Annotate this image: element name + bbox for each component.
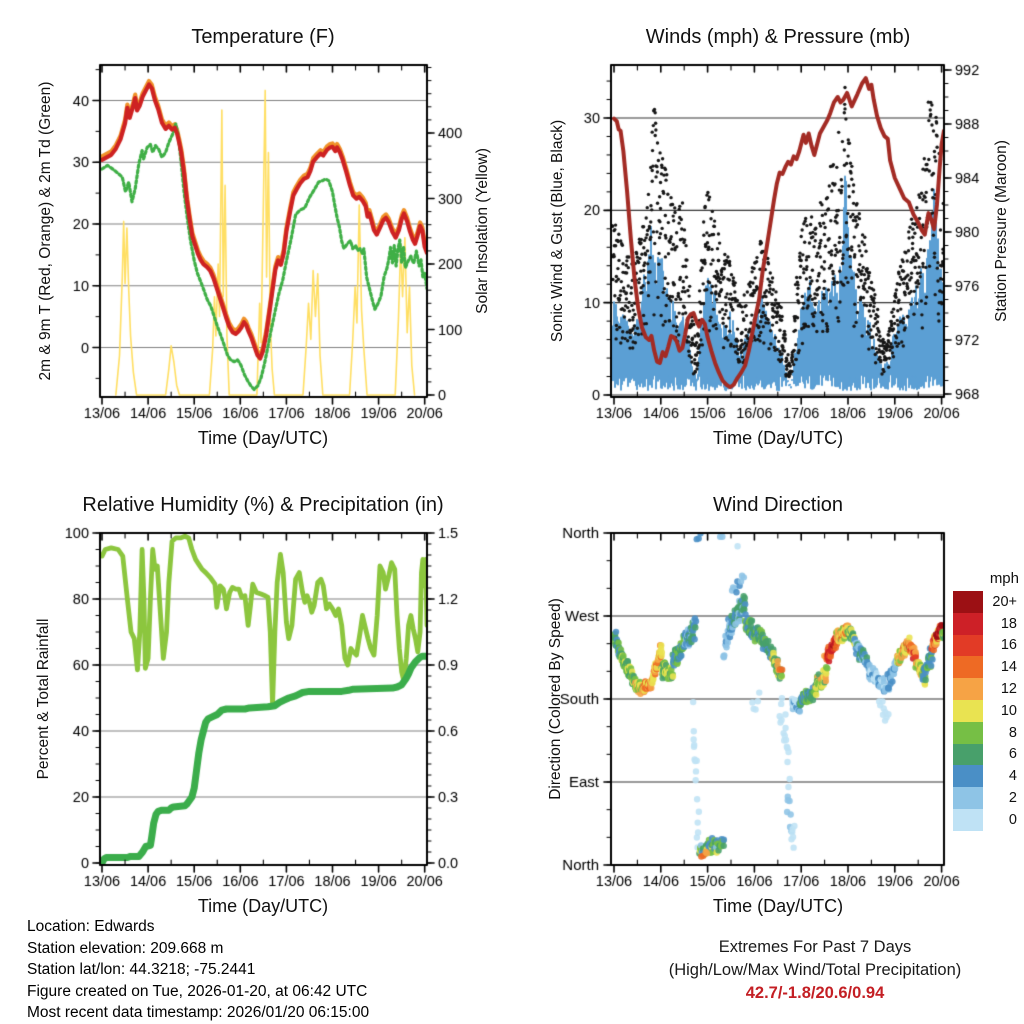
panel-title-humidity: Relative Humidity (%) & Precipitation (i…: [82, 494, 444, 516]
ylabel-wind-left: Sonic Wind & Gust (Blue, Black): [549, 119, 566, 343]
ylabel-direction-left: Direction (Colored By Speed): [547, 598, 564, 800]
colorbar-label: 2: [1008, 790, 1017, 807]
colorbar-swatch: [953, 787, 983, 809]
colorbar-row: 8: [953, 721, 1019, 744]
colorbar-label: 10: [1000, 702, 1017, 719]
colorbar-swatch: [953, 743, 983, 766]
colorbar-label: 18: [1000, 615, 1017, 632]
colorbar-swatch: [953, 612, 983, 635]
xlabel-winds: Time (Day/UTC): [712, 428, 844, 448]
xlabel-wind-direction: Time (Day/UTC): [712, 896, 844, 916]
colorbar-unit-label: mph: [989, 570, 1019, 587]
colorbar-swatch: [953, 699, 983, 722]
station-location: Location: Edwards: [27, 918, 155, 935]
colorbar-swatch: [953, 678, 983, 700]
colorbar-row: 14: [953, 656, 1019, 679]
colorbar-row: 12: [953, 678, 1019, 700]
colorbar-label: 6: [1008, 746, 1017, 763]
colorbar-label: 20+: [992, 593, 1017, 610]
colorbar-label: 14: [1000, 659, 1017, 676]
station-metadata: Location: Edwards Station elevation: 209…: [27, 916, 369, 1024]
colorbar-label: 12: [1000, 681, 1017, 698]
colorbar-swatch: [953, 721, 983, 744]
colorbar-label: 0: [1008, 811, 1017, 828]
ylabel-solar-right: Solar Insolation (Yellow): [474, 148, 491, 314]
colorbar-swatch: [953, 765, 983, 788]
colorbar-swatch: [953, 591, 983, 613]
colorbar-label: 4: [1008, 768, 1017, 785]
colorbar-row: 2: [953, 787, 1019, 809]
colorbar-label: 16: [1000, 637, 1017, 654]
colorbar-swatch: [953, 656, 983, 679]
ylabel-humidity-left: Percent & Total Rainfall: [35, 618, 52, 780]
extremes-title: Extremes For Past 7 Days: [718, 938, 912, 956]
station-elevation: Station elevation: 209.668 m: [27, 939, 224, 957]
colorbar-row: 6: [953, 743, 1019, 766]
extremes-subtitle: (High/Low/Max Wind/Total Precipitation): [668, 961, 962, 979]
colorbar-label: 8: [1008, 724, 1017, 741]
colorbar-swatch: [953, 808, 983, 831]
colorbar-row: 4: [953, 765, 1019, 788]
colorbar-row: 10: [953, 699, 1019, 722]
figure-created: Figure created on Tue, 2026-01-20, at 06…: [27, 982, 368, 1000]
xlabel-humidity: Time (Day/UTC): [197, 896, 329, 916]
colorbar-row: 20+: [953, 591, 1019, 613]
xlabel-temperature: Time (Day/UTC): [197, 428, 329, 448]
ylabel-pressure-right: Station Pressure (Maroon): [993, 140, 1010, 322]
colorbar-row: 18: [953, 612, 1019, 635]
colorbar-row: 16: [953, 634, 1019, 657]
panel-title-wind-direction: Wind Direction: [712, 494, 844, 516]
speed-colorbar: mph 20+ 18 16 14 12 10 8 6 4 2 0: [953, 570, 1019, 831]
colorbar-row: 0: [953, 808, 1019, 831]
station-latlon: Station lat/lon: 44.3218; -75.2441: [27, 961, 256, 978]
colorbar-swatch: [953, 634, 983, 657]
data-timestamp: Most recent data timestamp: 2026/01/20 0…: [27, 1004, 370, 1021]
extremes-values: 42.7/-1.8/20.6/0.94: [745, 984, 885, 1002]
panel-title-winds: Winds (mph) & Pressure (mb): [645, 26, 911, 48]
ylabel-temperature-left: 2m & 9m T (Red, Orange) & 2m Td (Green): [37, 81, 54, 381]
extremes-summary: Extremes For Past 7 Days (High/Low/Max W…: [590, 936, 1024, 1005]
panel-title-temperature: Temperature (F): [191, 26, 335, 48]
